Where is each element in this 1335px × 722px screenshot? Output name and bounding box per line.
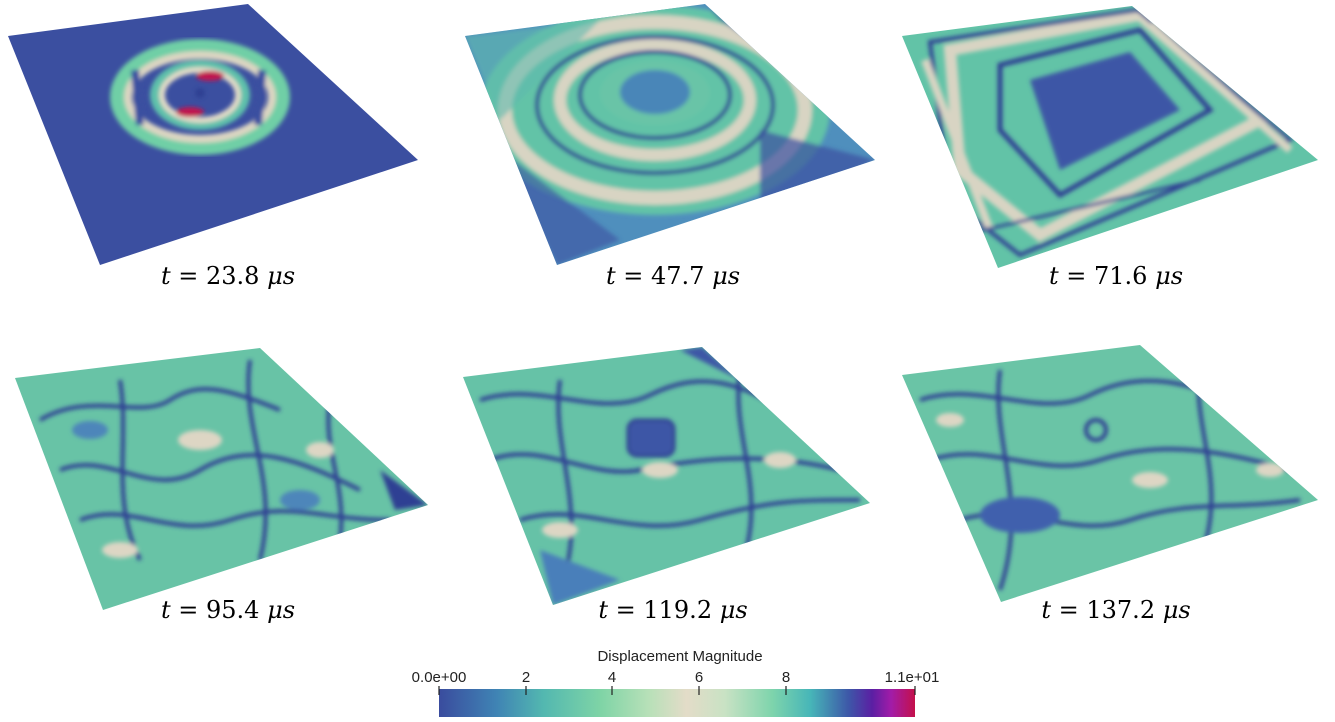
- caption-panel-5: t = 119.2 μs: [598, 596, 748, 624]
- colorbar-title: Displacement Magnitude: [597, 648, 763, 665]
- colorbar-tick-label: 1.1e+01: [884, 669, 940, 686]
- caption-panel-1: t = 23.8 μs: [160, 262, 296, 290]
- colorbar-ticks: [438, 686, 916, 695]
- colorbar-tick-label: 4: [607, 669, 617, 686]
- caption-panel-6: t = 137.2 μs: [1041, 596, 1191, 624]
- caption-panel-3: t = 71.6 μs: [1048, 262, 1184, 290]
- caption-panel-4: t = 95.4 μs: [160, 596, 296, 624]
- colorbar-tick-label: 0.0e+00: [411, 669, 467, 686]
- colorbar-tick-label: 6: [694, 669, 704, 686]
- colorbar-gradient: [439, 689, 915, 717]
- panel-3-surface: [902, 6, 1318, 268]
- colorbar-tick-label: 2: [521, 669, 531, 686]
- caption-panel-2: t = 47.7 μs: [605, 262, 741, 290]
- panel-1-surface: [8, 4, 418, 265]
- panel-5-surface: [463, 347, 870, 605]
- panel-4-surface: [15, 348, 428, 610]
- panel-2-surface: [465, 4, 875, 265]
- colorbar-tick-label: 8: [781, 669, 791, 686]
- panel-6-surface: [902, 345, 1318, 602]
